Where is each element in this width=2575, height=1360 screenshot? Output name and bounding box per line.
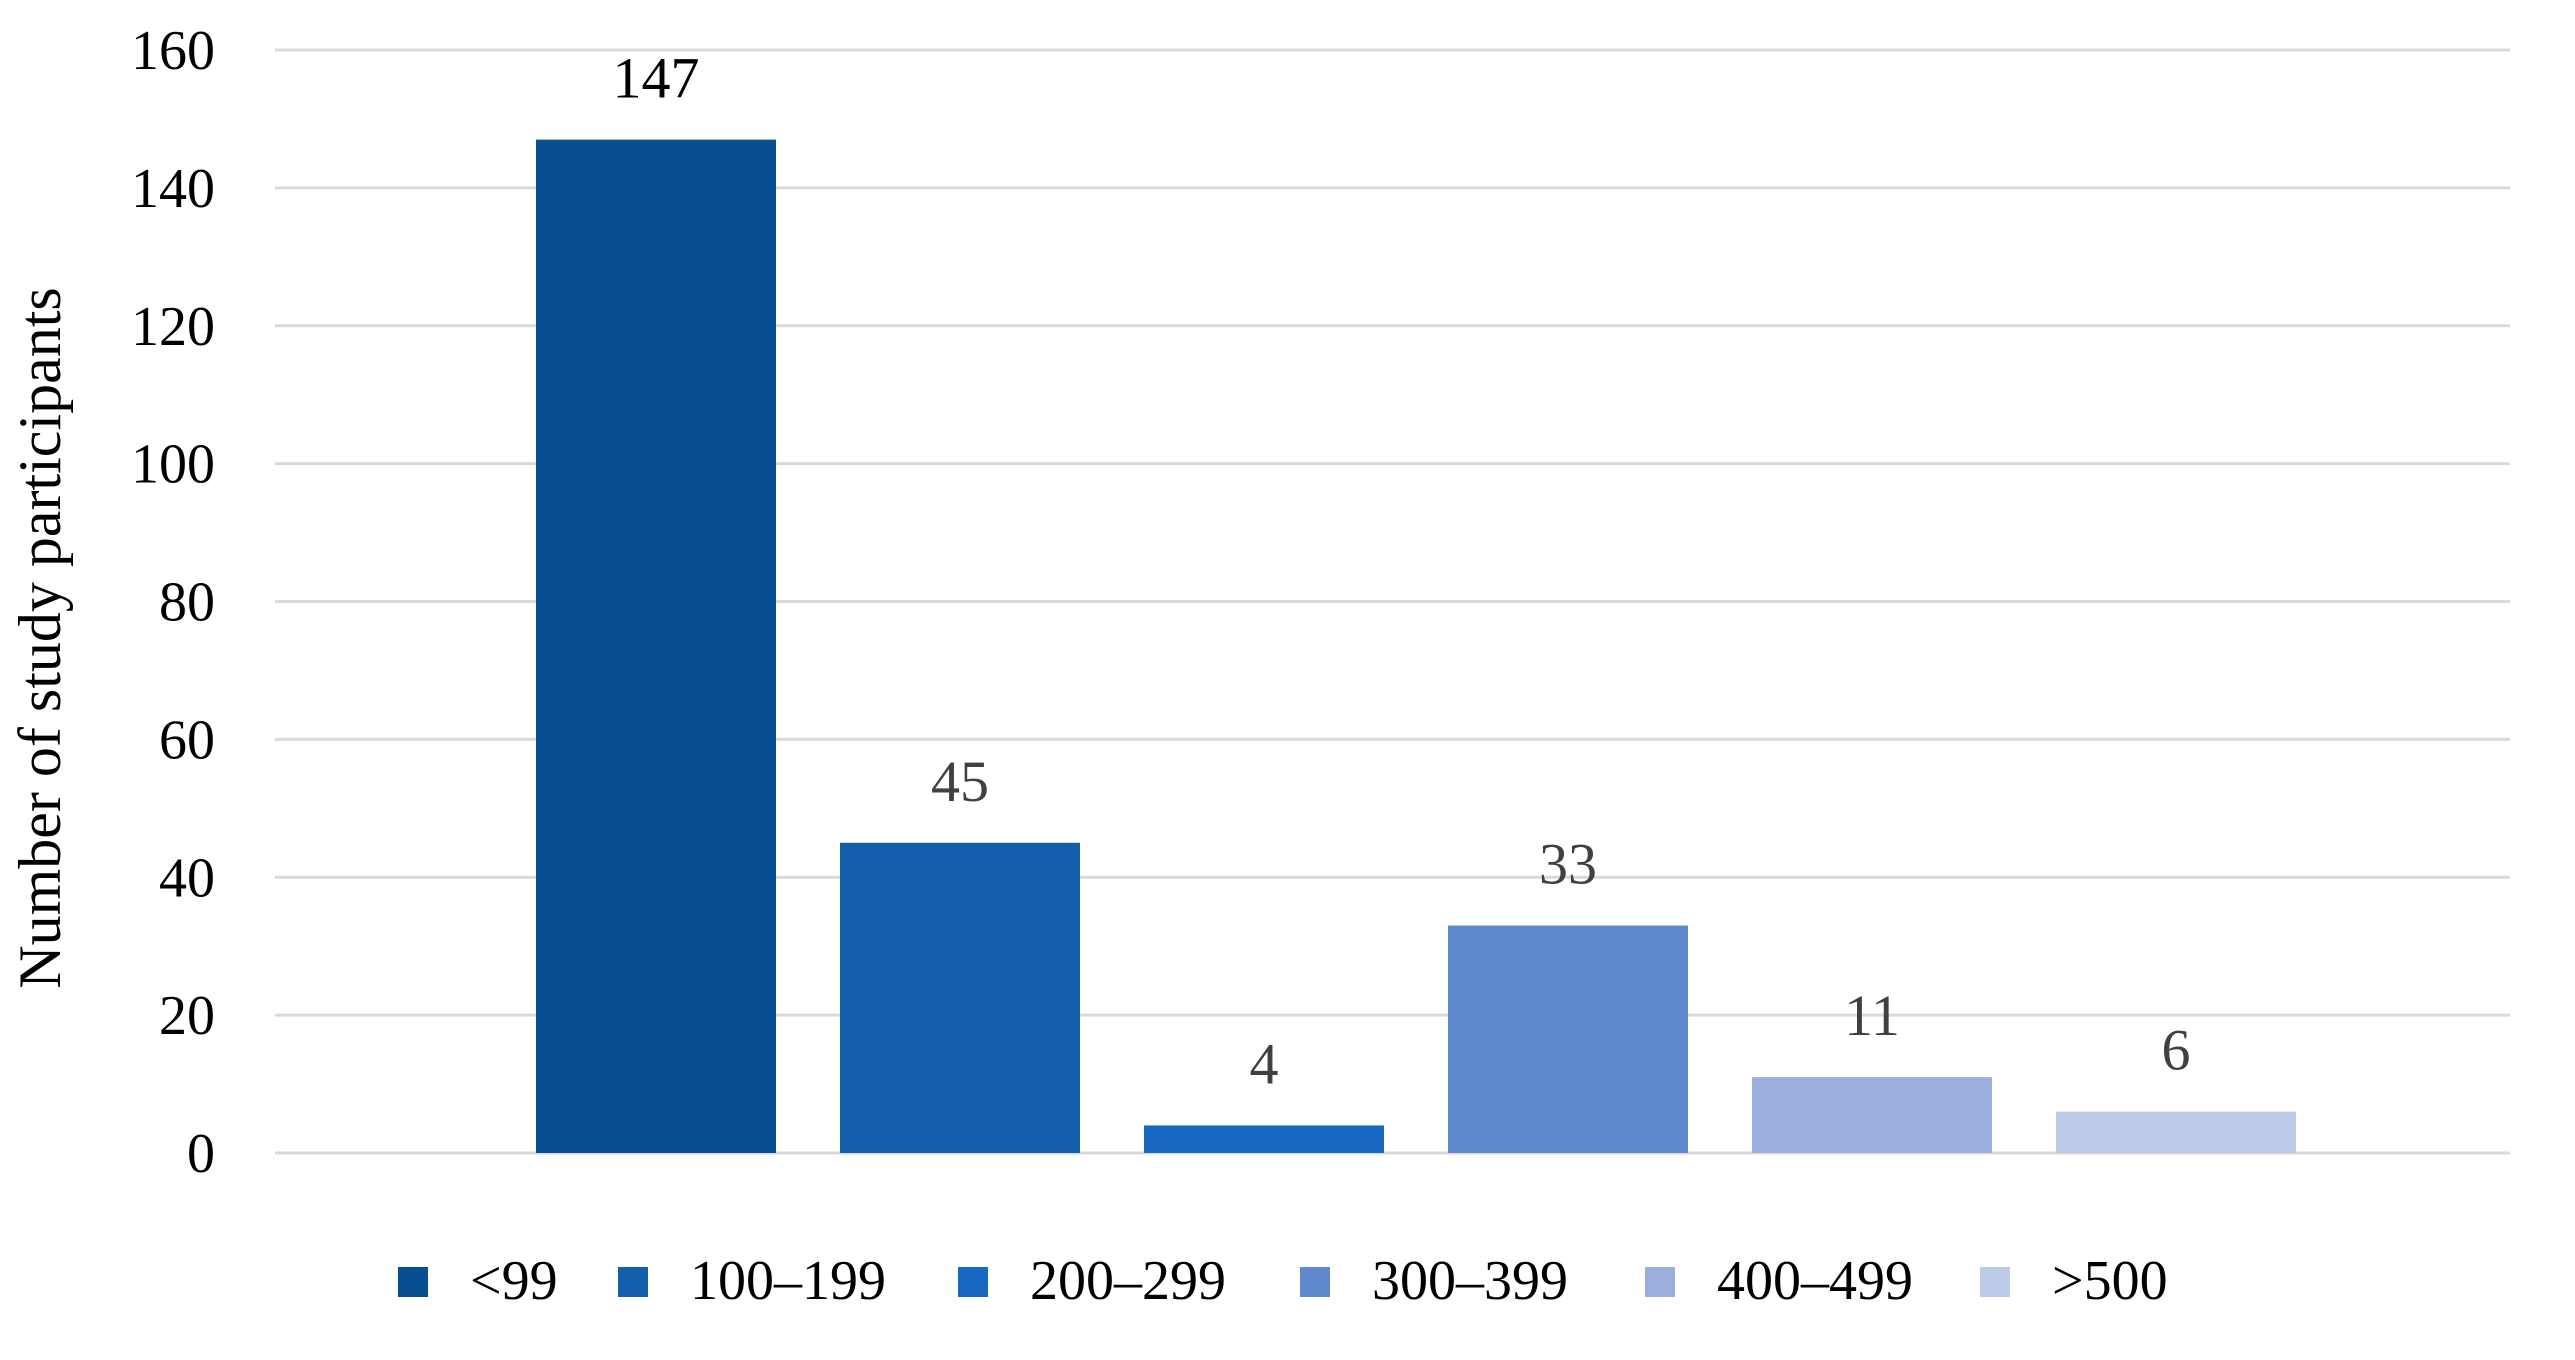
y-tick-label: 140 <box>131 158 215 220</box>
y-axis-ticks: 0 20 40 60 80 100 120 140 160 <box>131 20 215 1185</box>
bar-5 <box>1752 1077 1992 1153</box>
y-tick-label: 160 <box>131 20 215 82</box>
legend-swatch-2 <box>618 1267 648 1297</box>
y-axis-title: Number of study participants <box>7 287 73 989</box>
legend-swatch-1 <box>398 1267 428 1297</box>
data-label-3: 4 <box>1250 1031 1279 1096</box>
data-label-2: 45 <box>931 749 989 814</box>
bar-1 <box>536 139 776 1153</box>
bar-6 <box>2056 1111 2296 1153</box>
y-tick-label: 120 <box>131 296 215 358</box>
bars <box>536 139 2296 1153</box>
legend-label-6: >500 <box>2052 1250 2168 1312</box>
data-labels: 147 45 4 33 11 6 <box>613 46 2191 1097</box>
y-tick-label: 60 <box>159 709 215 771</box>
legend-label-5: 400–499 <box>1717 1250 1913 1312</box>
bar-2 <box>840 842 1080 1153</box>
legend-swatch-6 <box>1980 1267 2010 1297</box>
legend: <99 100–199 200–299 300–399 400–499 >500 <box>398 1250 2168 1312</box>
legend-label-2: 100–199 <box>690 1250 886 1312</box>
legend-label-1: <99 <box>470 1250 558 1312</box>
y-tick-label: 0 <box>187 1123 215 1185</box>
legend-swatch-4 <box>1300 1267 1330 1297</box>
bar-4 <box>1448 925 1688 1153</box>
y-tick-label: 100 <box>131 434 215 496</box>
bar-3 <box>1144 1125 1384 1153</box>
data-label-4: 33 <box>1539 832 1597 897</box>
legend-label-3: 200–299 <box>1030 1250 1226 1312</box>
y-tick-label: 20 <box>159 985 215 1047</box>
data-label-1: 147 <box>613 46 700 111</box>
y-tick-label: 80 <box>159 572 215 634</box>
data-label-6: 6 <box>2162 1018 2191 1083</box>
y-tick-label: 40 <box>159 847 215 909</box>
legend-label-4: 300–399 <box>1372 1250 1568 1312</box>
data-label-5: 11 <box>1844 983 1900 1048</box>
legend-swatch-3 <box>958 1267 988 1297</box>
legend-swatch-5 <box>1645 1267 1675 1297</box>
